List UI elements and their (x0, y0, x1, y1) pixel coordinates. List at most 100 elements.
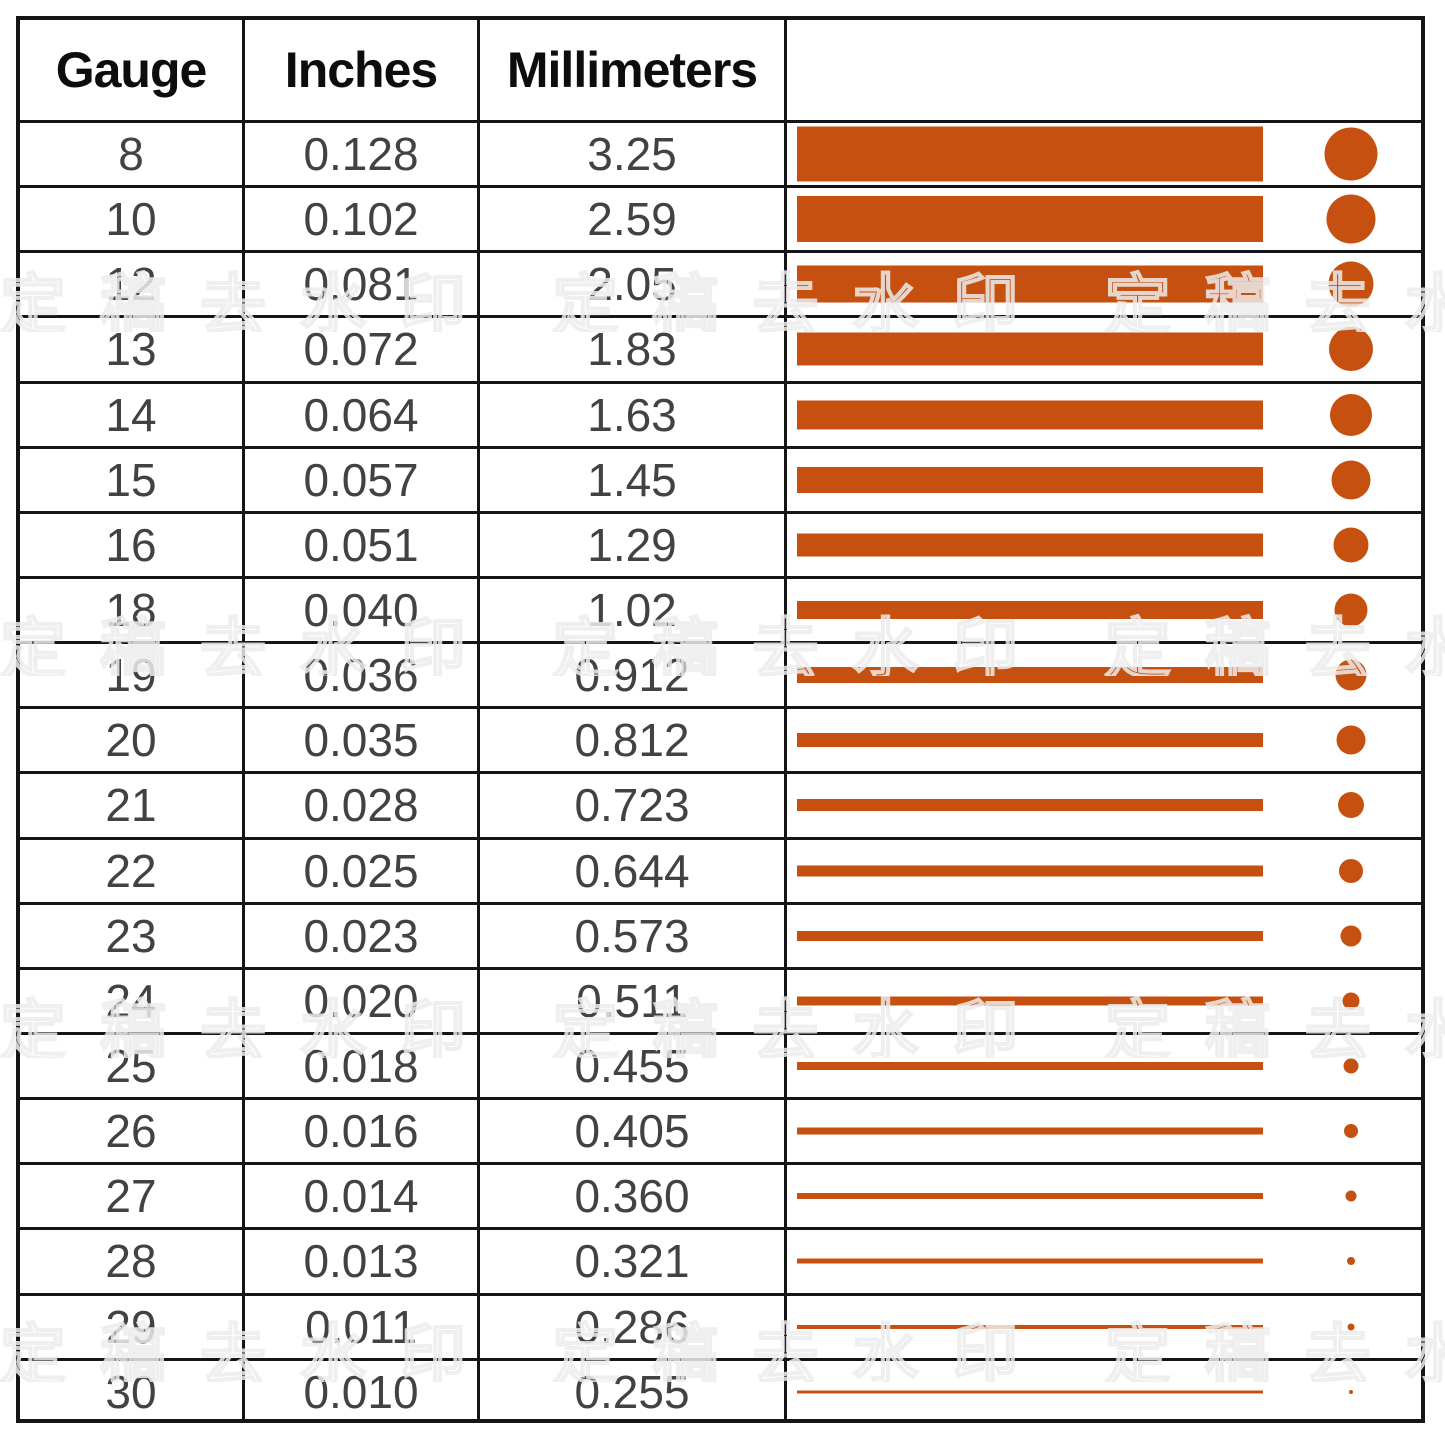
wire-cross-section-dot (1342, 992, 1360, 1010)
wire-thickness-bar (797, 996, 1263, 1006)
wire-thickness-bar (797, 733, 1263, 748)
inches-value: 0.025 (242, 839, 477, 902)
mm-value: 3.25 (477, 123, 784, 186)
wire-thickness-bar (797, 865, 1263, 877)
table-row: 22 0.025 0.644 (20, 836, 1421, 902)
wire-cross-section-dot (1345, 1190, 1357, 1202)
wire-cross-section-dot (1335, 659, 1367, 691)
header-inches: Inches (242, 20, 477, 120)
wire-cross-section-dot (1344, 1124, 1358, 1139)
mm-value: 0.455 (477, 1034, 784, 1098)
mm-value: 0.255 (477, 1360, 784, 1423)
table-row: 14 0.064 1.63 (20, 380, 1421, 446)
mm-value: 0.723 (477, 774, 784, 837)
wire-thickness-bar (797, 1127, 1263, 1135)
inches-value: 0.014 (242, 1165, 477, 1228)
inches-value: 0.102 (242, 188, 477, 251)
wire-thickness-bar (797, 466, 1263, 493)
wire-thickness-bar (797, 1390, 1263, 1394)
wire-thickness-bar (797, 1258, 1263, 1264)
gauge-value: 13 (105, 323, 157, 376)
mm-value: 1.63 (477, 383, 784, 446)
wire-thickness-bar (797, 667, 1263, 684)
table-row: 15 0.057 1.45 (20, 445, 1421, 511)
wire-visual-cell (784, 1100, 1421, 1163)
wire-visual-cell (784, 1165, 1421, 1228)
inches-value: 0.018 (242, 1034, 477, 1098)
table-row: 29 0.011 0.286 (20, 1292, 1421, 1358)
inches-value: 0.023 (242, 904, 477, 967)
wire-cross-section-dot (1326, 194, 1376, 244)
gauge-value: 15 (105, 453, 157, 506)
gauge-value: 10 (105, 193, 157, 246)
wire-visual-cell (784, 1034, 1421, 1098)
table-row: 28 0.013 0.321 (20, 1227, 1421, 1293)
gauge-value: 28 (105, 1235, 157, 1288)
mm-value: 0.573 (477, 904, 784, 967)
wire-cross-section-dot (1343, 1058, 1359, 1074)
header-gauge: Gauge (55, 42, 208, 98)
wire-cross-section-dot (1339, 858, 1363, 883)
inches-value: 0.072 (242, 318, 477, 381)
table-row: 25 0.018 0.455 (20, 1031, 1421, 1098)
mm-value: 0.912 (477, 644, 784, 707)
mm-value: 0.321 (477, 1230, 784, 1293)
wire-cross-section-dot (1328, 261, 1374, 307)
gauge-value: 19 (105, 649, 157, 702)
mm-value: 0.511 (477, 969, 784, 1032)
gauge-value: 25 (105, 1040, 157, 1093)
wire-cross-section-dot (1347, 1257, 1355, 1266)
gauge-value: 23 (105, 909, 157, 962)
table-row: 21 0.028 0.723 (20, 771, 1421, 837)
gauge-value: 14 (105, 388, 157, 441)
wire-thickness-bar (797, 332, 1263, 366)
header-millimeters: Millimeters (477, 20, 784, 120)
wire-visual-cell (784, 253, 1421, 316)
mm-value: 2.05 (477, 253, 784, 316)
mm-value: 1.29 (477, 513, 784, 576)
table-row: 20 0.035 0.812 (20, 706, 1421, 772)
wire-visual-cell (784, 578, 1421, 642)
gauge-value: 24 (105, 974, 157, 1027)
wire-visual-cell (784, 383, 1421, 446)
table-row: 12 0.081 2.05 (20, 250, 1421, 316)
gauge-value: 20 (105, 714, 157, 767)
wire-visual-cell (784, 123, 1421, 186)
mm-value: 0.360 (477, 1165, 784, 1228)
wire-visual-cell (784, 969, 1421, 1032)
inches-value: 0.010 (242, 1360, 477, 1423)
wire-thickness-bar (797, 196, 1263, 243)
wire-thickness-bar (797, 533, 1263, 557)
wire-thickness-bar (797, 799, 1263, 812)
wire-thickness-bar (797, 265, 1263, 303)
table-row: 23 0.023 0.573 (20, 901, 1421, 967)
inches-value: 0.016 (242, 1100, 477, 1163)
wire-visual-cell (784, 188, 1421, 251)
wire-cross-section-dot (1340, 925, 1362, 947)
wire-thickness-bar (797, 126, 1263, 182)
wire-cross-section-dot (1336, 725, 1366, 755)
table-row: 16 0.051 1.29 (20, 510, 1421, 576)
wire-cross-section-dot (1349, 1389, 1353, 1394)
gauge-value: 27 (105, 1170, 157, 1223)
wire-visual-cell (784, 1295, 1421, 1358)
table-row: 24 0.020 0.511 (20, 966, 1421, 1032)
table-row: 18 0.040 1.02 (20, 575, 1421, 642)
table-row: 19 0.036 0.912 (20, 641, 1421, 707)
inches-value: 0.035 (242, 709, 477, 772)
gauge-value: 16 (105, 518, 157, 571)
mm-value: 0.286 (477, 1295, 784, 1358)
wire-cross-section-dot (1330, 393, 1372, 436)
mm-value: 1.02 (477, 578, 784, 642)
wire-visual-cell (784, 904, 1421, 967)
gauge-value: 12 (105, 258, 157, 311)
gauge-value: 21 (105, 779, 157, 832)
table-row: 30 0.010 0.255 (20, 1357, 1421, 1423)
wire-thickness-bar (797, 1193, 1263, 1200)
gauge-value: 29 (105, 1300, 157, 1353)
inches-value: 0.011 (242, 1295, 477, 1358)
wire-cross-section-dot (1329, 327, 1373, 372)
inches-value: 0.128 (242, 123, 477, 186)
inches-value: 0.036 (242, 644, 477, 707)
inches-value: 0.057 (242, 448, 477, 511)
